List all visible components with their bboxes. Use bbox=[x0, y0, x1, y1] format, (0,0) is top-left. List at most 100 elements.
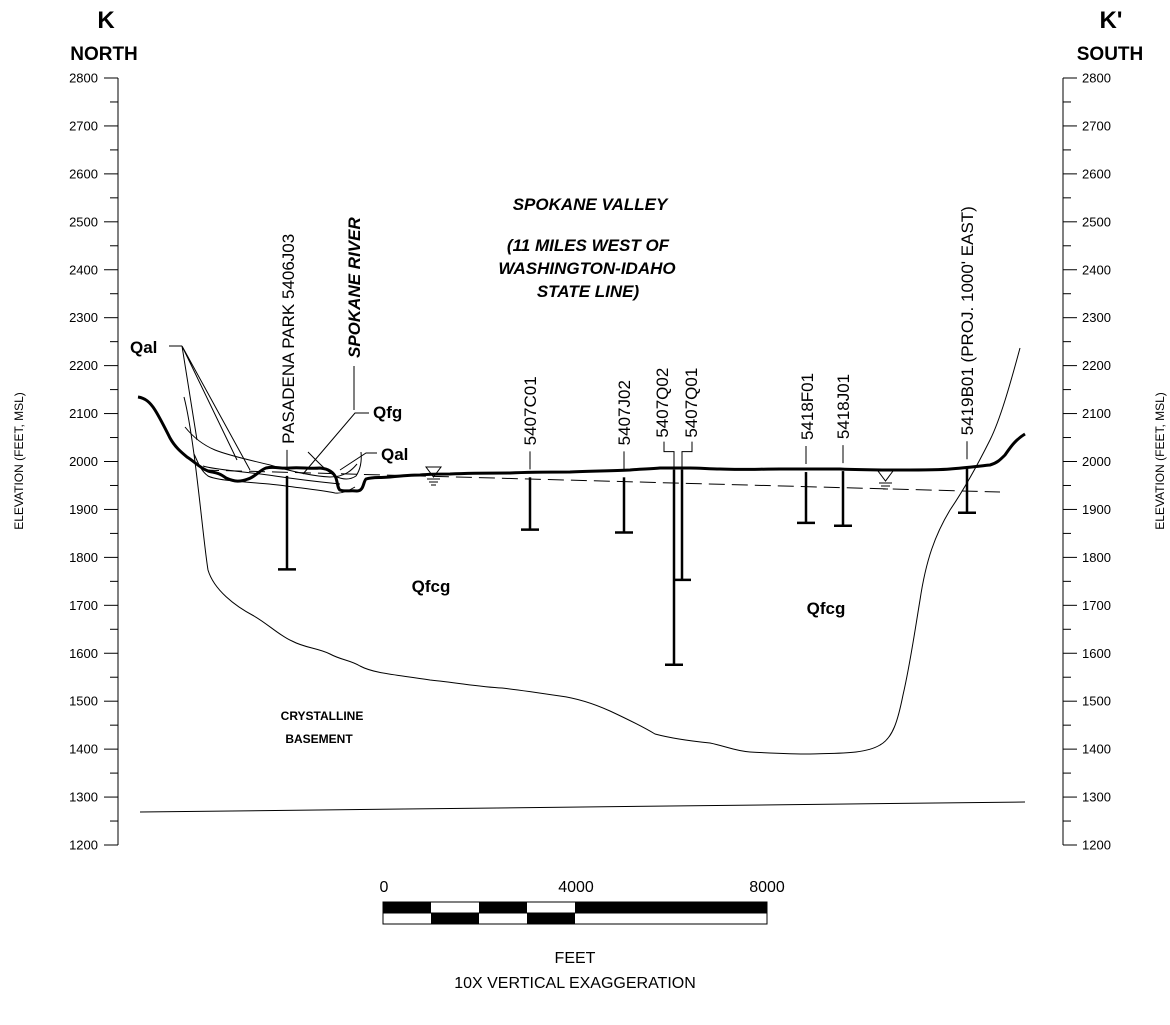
left-axis-tick-label: 1900 bbox=[69, 502, 98, 517]
left-axis-tick-label: 1800 bbox=[69, 550, 98, 565]
section-start-direction: NORTH bbox=[70, 44, 138, 65]
scale-segment-2 bbox=[431, 913, 479, 924]
left-axis-tick-label: 2200 bbox=[69, 358, 98, 373]
qal-right-label: Qal bbox=[381, 445, 408, 464]
right-axis-tick-label: 1800 bbox=[1082, 550, 1111, 565]
well-label: 5418J01 bbox=[834, 374, 853, 439]
section-end-direction: SOUTH bbox=[1077, 44, 1144, 65]
right-axis-tick-label: 2700 bbox=[1082, 118, 1111, 133]
left-axis-tick-label: 1600 bbox=[69, 646, 98, 661]
right-axis-tick-label: 1900 bbox=[1082, 502, 1111, 517]
well-8: 5419B01 (PROJ. 1000' EAST) bbox=[958, 206, 977, 515]
well-label: 5407C01 bbox=[521, 376, 540, 445]
water-table-symbol-left bbox=[425, 466, 442, 486]
well-5: 5407Q01 bbox=[673, 368, 701, 582]
right-elevation-axis: 2800 2700 2600 2500 2400 2300 2200 2100 2000 1900… bbox=[1062, 71, 1111, 853]
right-axis-tick-label: 2600 bbox=[1082, 166, 1111, 181]
well-2: 5407C01 bbox=[521, 376, 540, 531]
right-axis-title: ELEVATION (FEET, MSL) bbox=[1153, 392, 1167, 530]
basement-contact bbox=[183, 347, 1021, 755]
land-surface bbox=[137, 395, 1026, 493]
well-label: 5407Q02 bbox=[653, 368, 672, 438]
right-axis-tick-label: 2400 bbox=[1082, 262, 1111, 277]
basement-label-line-2: BASEMENT bbox=[285, 732, 353, 746]
right-axis-tick-label: 1700 bbox=[1082, 598, 1111, 613]
left-axis-tick-label: 1200 bbox=[69, 838, 98, 853]
scale-segment-3 bbox=[479, 902, 527, 913]
right-axis-tick-label: 2300 bbox=[1082, 310, 1111, 325]
right-axis-tick-label: 2500 bbox=[1082, 214, 1111, 229]
scale-segment-1 bbox=[383, 902, 431, 913]
well-label: 5418F01 bbox=[798, 373, 817, 440]
left-axis-tick-label: 1700 bbox=[69, 598, 98, 613]
river-label: SPOKANE RIVER bbox=[345, 217, 364, 358]
right-axis-tick-label: 2800 bbox=[1082, 71, 1111, 86]
right-axis-tick-label: 2000 bbox=[1082, 454, 1111, 469]
well-7: 5418J01 bbox=[834, 374, 853, 527]
scale-segment-5 bbox=[575, 902, 767, 913]
right-axis-tick-label: 2100 bbox=[1082, 406, 1111, 421]
well-label: PASADENA PARK 5406J03 bbox=[279, 234, 298, 444]
valley-subtitle-line-1: (11 MILES WEST OF bbox=[507, 236, 670, 255]
well-1: PASADENA PARK 5406J03 bbox=[278, 234, 298, 571]
qfg-leader bbox=[302, 412, 369, 475]
well-leader bbox=[663, 441, 675, 470]
scale-segment-4 bbox=[527, 913, 575, 924]
left-elevation-axis: 2800 2700 2600 2500 2400 2300 2200 2100 2000 1900… bbox=[69, 71, 119, 853]
left-axis-tick-label: 2800 bbox=[69, 71, 98, 86]
scale-label-4000: 4000 bbox=[558, 879, 594, 896]
left-axis-tick-label: 2100 bbox=[69, 406, 98, 421]
unit-labels: Qal Qfg Qal Qfcg Qfcg CRYSTALLINE BASEME… bbox=[130, 338, 845, 746]
left-axis-tick-label: 2300 bbox=[69, 310, 98, 325]
well-6: 5418F01 bbox=[797, 373, 817, 525]
left-axis-tick-label: 2600 bbox=[69, 166, 98, 181]
geologic-contacts bbox=[139, 347, 1026, 813]
left-axis-tick-label: 2400 bbox=[69, 262, 98, 277]
well-label: 5407Q01 bbox=[682, 368, 701, 438]
qfcg-right-label: Qfcg bbox=[807, 599, 846, 618]
left-axis-title: ELEVATION (FEET, MSL) bbox=[12, 392, 26, 530]
left-axis-tick-label: 1500 bbox=[69, 694, 98, 709]
well-leader bbox=[681, 441, 693, 470]
left-axis-tick-label: 2000 bbox=[69, 454, 98, 469]
qal-left-leader bbox=[169, 345, 251, 471]
qal-left-label: Qal bbox=[130, 338, 157, 357]
qfg-outline bbox=[184, 426, 358, 478]
basement-label-line-1: CRYSTALLINE bbox=[281, 709, 364, 723]
well-4: 5407Q02 bbox=[653, 368, 683, 667]
section-start-letter: K bbox=[97, 7, 115, 34]
water-table-line bbox=[202, 469, 1001, 493]
vertical-exaggeration-note: 10X VERTICAL EXAGGERATION bbox=[454, 975, 696, 992]
qal-right-leader bbox=[339, 452, 377, 471]
qal-outline-inner bbox=[202, 465, 341, 485]
section-end-letter: K' bbox=[1099, 7, 1122, 34]
valley-title: SPOKANE VALLEY bbox=[513, 195, 669, 214]
wells: PASADENA PARK 5406J03 5407C01 5407J02 5407Q… bbox=[278, 206, 977, 667]
valley-subtitle-line-2: WASHINGTON-IDAHO bbox=[498, 259, 675, 278]
right-axis-tick-label: 2200 bbox=[1082, 358, 1111, 373]
right-axis-tick-label: 1200 bbox=[1082, 838, 1111, 853]
qal-right-outline bbox=[307, 451, 362, 480]
valley-title-block: SPOKANE VALLEY (11 MILES WEST OF WASHING… bbox=[498, 195, 675, 301]
left-axis-tick-label: 2500 bbox=[69, 214, 98, 229]
well-label: 5407J02 bbox=[615, 380, 634, 445]
scale-units: FEET bbox=[555, 950, 596, 967]
right-axis-tick-label: 1500 bbox=[1082, 694, 1111, 709]
water-table-symbol-right bbox=[877, 470, 894, 490]
right-axis-tick-label: 1600 bbox=[1082, 646, 1111, 661]
left-axis-tick-label: 1300 bbox=[69, 790, 98, 805]
well-label: 5419B01 (PROJ. 1000' EAST) bbox=[958, 206, 977, 435]
basement-floor-line bbox=[139, 801, 1026, 813]
right-axis-tick-label: 1300 bbox=[1082, 790, 1111, 805]
qfcg-left-label: Qfcg bbox=[412, 577, 451, 596]
scale-bar: 0 4000 8000 FEET 10X VERTICAL EXAGGERATI… bbox=[380, 879, 785, 992]
qfg-label: Qfg bbox=[373, 403, 402, 422]
well-3: 5407J02 bbox=[615, 380, 634, 534]
right-axis-tick-label: 1400 bbox=[1082, 742, 1111, 757]
scale-label-8000: 8000 bbox=[749, 879, 785, 896]
left-axis-tick-label: 1400 bbox=[69, 742, 98, 757]
water-table bbox=[202, 466, 1001, 493]
left-axis-tick-label: 2700 bbox=[69, 118, 98, 133]
scale-label-0: 0 bbox=[380, 879, 389, 896]
